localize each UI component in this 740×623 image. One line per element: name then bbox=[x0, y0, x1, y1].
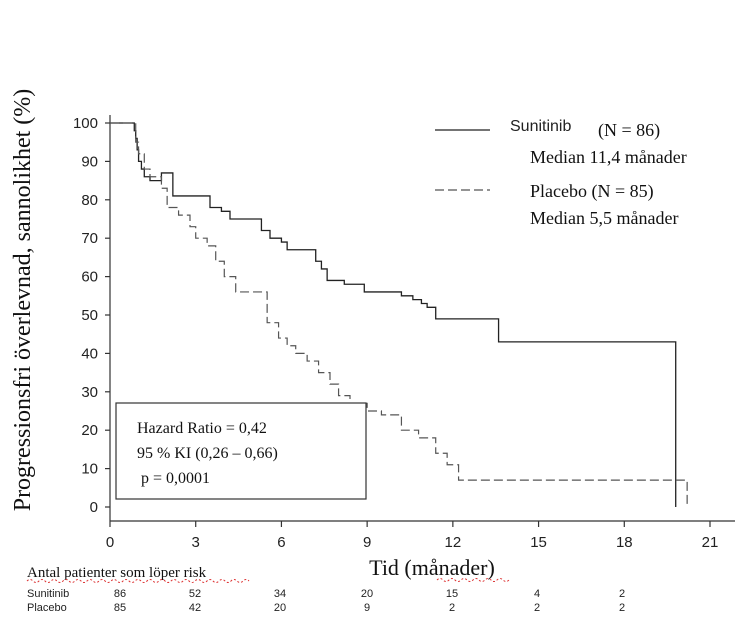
x-ticks: 0 3 6 9 12 15 18 21 bbox=[106, 521, 719, 551]
sunitinib-curve bbox=[110, 122, 677, 507]
x-tick-label: 9 bbox=[363, 534, 371, 551]
y-tick-label: 20 bbox=[81, 422, 98, 439]
risk-cell: 86 bbox=[114, 588, 126, 600]
confidence-interval-text: 95 % KI (0,26 – 0,66) bbox=[137, 445, 278, 462]
x-tick-label: 0 bbox=[106, 534, 114, 551]
x-tick-label: 6 bbox=[277, 534, 285, 551]
risk-table: Antal patienter som löper risk Sunitinib… bbox=[26, 565, 625, 614]
x-tick-label: 3 bbox=[192, 534, 200, 551]
x-tick-label: 18 bbox=[616, 534, 633, 551]
y-tick-label: 100 bbox=[73, 115, 98, 132]
risk-cell: 2 bbox=[619, 588, 625, 600]
risk-cell: 34 bbox=[274, 588, 286, 600]
survival-curves bbox=[110, 122, 688, 507]
y-axis-label: Progressionsfri överlevnad, sannolikhet … bbox=[10, 89, 36, 512]
y-tick-label: 70 bbox=[81, 230, 98, 247]
risk-table-title: Antal patienter som löper risk bbox=[27, 565, 207, 581]
x-axis-label: Tid (månader) bbox=[369, 555, 495, 580]
legend-placebo-name: Placebo (N = 85) bbox=[530, 181, 654, 202]
y-tick-label: 60 bbox=[81, 269, 98, 286]
hazard-ratio-box: Hazard Ratio = 0,42 95 % KI (0,26 – 0,66… bbox=[115, 402, 367, 500]
risk-cell: 2 bbox=[534, 602, 540, 614]
y-tick-label: 0 bbox=[90, 499, 98, 516]
y-ticks: 0 10 20 30 40 50 60 70 80 90 100 bbox=[73, 115, 110, 516]
risk-row-label: Placebo bbox=[27, 602, 67, 614]
y-tick-label: 40 bbox=[81, 345, 98, 362]
x-label-spellcheck-underline bbox=[436, 578, 510, 582]
hazard-ratio-text: Hazard Ratio = 0,42 bbox=[137, 420, 267, 437]
y-tick-label: 80 bbox=[81, 192, 98, 209]
y-tick-label: 50 bbox=[81, 307, 98, 324]
risk-cell: 52 bbox=[189, 588, 201, 600]
risk-cell: 2 bbox=[619, 602, 625, 614]
x-tick-label: 12 bbox=[445, 534, 462, 551]
y-tick-label: 10 bbox=[81, 461, 98, 478]
placebo-curve bbox=[110, 122, 688, 507]
risk-cell: 20 bbox=[274, 602, 286, 614]
risk-cell: 42 bbox=[189, 602, 201, 614]
legend: Sunitinib (N = 86) Median 11,4 månader P… bbox=[435, 118, 687, 228]
y-tick-label: 90 bbox=[81, 153, 98, 170]
risk-cell: 20 bbox=[361, 588, 373, 600]
risk-cell: 15 bbox=[446, 588, 458, 600]
risk-cell: 2 bbox=[449, 602, 455, 614]
risk-cell: 4 bbox=[534, 588, 540, 600]
legend-placebo-median: Median 5,5 månader bbox=[530, 208, 678, 228]
legend-sunitinib-n: (N = 86) bbox=[598, 120, 660, 141]
legend-sunitinib-median: Median 11,4 månader bbox=[530, 147, 687, 167]
risk-title-spellcheck-underline bbox=[26, 579, 250, 583]
risk-row-label: Sunitinib bbox=[27, 588, 69, 600]
x-tick-label: 21 bbox=[702, 534, 719, 551]
x-tick-label: 15 bbox=[530, 534, 547, 551]
axes bbox=[109, 115, 735, 522]
p-value-text: p = 0,0001 bbox=[141, 470, 210, 487]
legend-sunitinib-name: Sunitinib bbox=[510, 118, 571, 135]
risk-cell: 9 bbox=[364, 602, 370, 614]
y-tick-label: 30 bbox=[81, 384, 98, 401]
risk-cell: 85 bbox=[114, 602, 126, 614]
